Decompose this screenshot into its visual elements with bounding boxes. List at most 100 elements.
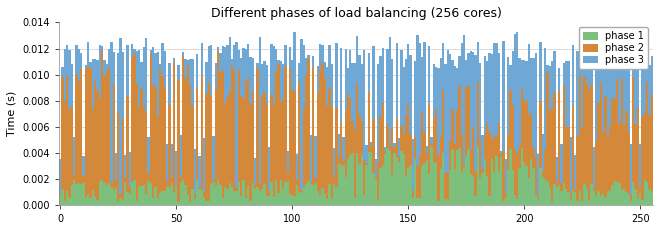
Bar: [486, 123, 488, 176]
Bar: [642, 67, 644, 117]
Bar: [156, 117, 159, 198]
Bar: [166, 182, 168, 187]
Bar: [159, 193, 161, 205]
Bar: [314, 183, 317, 205]
Bar: [523, 60, 525, 100]
Bar: [637, 198, 639, 205]
Bar: [588, 45, 591, 90]
Bar: [75, 75, 78, 184]
Bar: [418, 155, 421, 198]
Bar: [586, 49, 588, 83]
Bar: [472, 127, 475, 176]
Bar: [588, 90, 591, 201]
Bar: [366, 146, 368, 163]
Bar: [284, 182, 286, 205]
Bar: [614, 98, 616, 181]
Bar: [284, 45, 286, 66]
Bar: [180, 177, 182, 182]
Bar: [375, 176, 377, 178]
Bar: [463, 36, 465, 164]
Bar: [175, 186, 178, 205]
Bar: [191, 189, 193, 205]
Bar: [196, 88, 199, 180]
Bar: [463, 164, 465, 167]
Bar: [572, 191, 574, 205]
Bar: [214, 186, 217, 205]
Bar: [632, 77, 634, 182]
Bar: [82, 176, 84, 183]
Bar: [337, 163, 340, 205]
Bar: [470, 51, 472, 149]
Bar: [182, 56, 184, 180]
Bar: [433, 64, 435, 118]
Bar: [498, 123, 500, 171]
Bar: [479, 140, 481, 178]
Bar: [475, 55, 477, 171]
Bar: [574, 192, 576, 205]
Bar: [263, 92, 265, 184]
Bar: [335, 187, 337, 205]
Bar: [375, 159, 377, 176]
Bar: [133, 180, 136, 205]
Bar: [358, 55, 361, 114]
Bar: [551, 202, 553, 205]
Bar: [444, 64, 447, 173]
Bar: [479, 63, 481, 140]
Bar: [435, 109, 438, 163]
Bar: [560, 183, 562, 191]
Bar: [340, 123, 342, 165]
Bar: [486, 176, 488, 205]
Bar: [226, 97, 228, 189]
Bar: [117, 201, 119, 205]
Bar: [405, 176, 407, 205]
Bar: [145, 38, 147, 112]
Bar: [519, 168, 521, 205]
Bar: [574, 189, 576, 192]
Bar: [247, 44, 249, 78]
Bar: [451, 149, 453, 205]
Bar: [361, 64, 363, 122]
Bar: [428, 46, 430, 104]
Bar: [131, 58, 133, 182]
Bar: [203, 197, 205, 205]
Bar: [254, 185, 256, 189]
Bar: [521, 60, 523, 89]
Bar: [528, 178, 530, 205]
Bar: [328, 88, 331, 184]
Bar: [625, 66, 628, 111]
Bar: [607, 136, 609, 191]
Bar: [326, 106, 328, 199]
Bar: [528, 44, 530, 116]
Bar: [308, 55, 310, 59]
Bar: [294, 196, 296, 205]
Bar: [407, 104, 409, 168]
Bar: [98, 181, 101, 205]
Bar: [275, 180, 277, 205]
Bar: [119, 38, 122, 194]
Bar: [639, 144, 642, 188]
Bar: [205, 94, 208, 201]
Bar: [236, 191, 238, 205]
Bar: [567, 61, 570, 127]
Bar: [319, 45, 321, 70]
Bar: [247, 78, 249, 186]
Bar: [138, 49, 141, 107]
Bar: [187, 65, 189, 195]
Bar: [609, 47, 611, 126]
Bar: [477, 42, 479, 82]
Bar: [605, 198, 607, 205]
Bar: [451, 110, 453, 149]
Bar: [456, 68, 458, 110]
Bar: [384, 151, 386, 154]
Bar: [435, 163, 438, 205]
Bar: [251, 58, 254, 92]
Bar: [398, 162, 400, 205]
Bar: [168, 63, 170, 105]
Bar: [247, 186, 249, 205]
Bar: [170, 177, 173, 183]
Bar: [110, 42, 112, 183]
Bar: [312, 67, 314, 185]
Legend: phase 1, phase 2, phase 3: phase 1, phase 2, phase 3: [579, 27, 648, 69]
Bar: [317, 191, 319, 205]
Bar: [143, 185, 145, 205]
